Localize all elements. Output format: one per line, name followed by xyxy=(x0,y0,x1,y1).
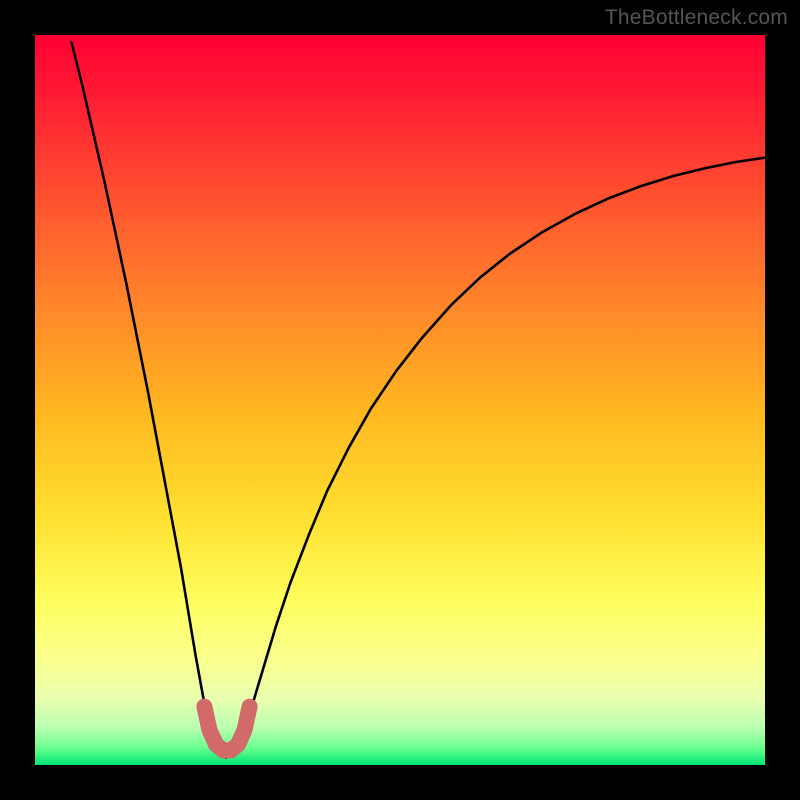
watermark-text: TheBottleneck.com xyxy=(605,6,788,30)
plot-background xyxy=(35,35,765,765)
chart-container: TheBottleneck.com xyxy=(0,0,800,800)
bottleneck-chart-svg xyxy=(0,0,800,800)
